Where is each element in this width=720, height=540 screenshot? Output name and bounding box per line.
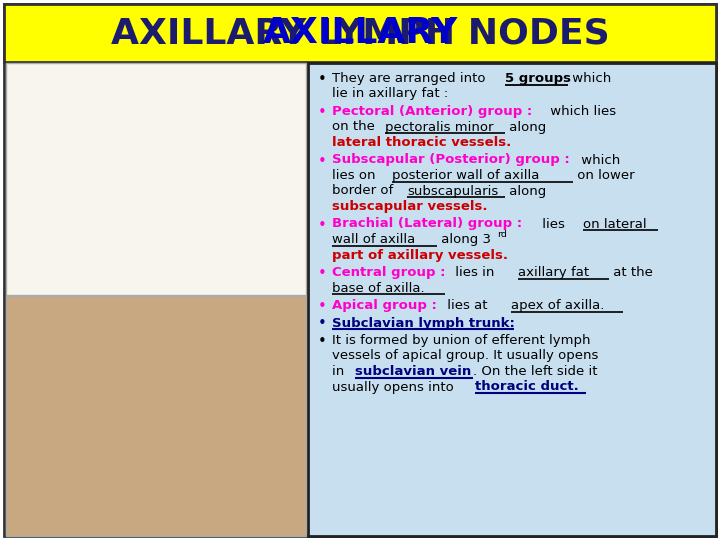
Text: subclavian vein: subclavian vein xyxy=(354,365,471,378)
Text: pectoralis minor: pectoralis minor xyxy=(384,120,493,133)
Text: 5 groups: 5 groups xyxy=(505,72,571,85)
Text: base of axilla.: base of axilla. xyxy=(332,281,425,294)
Text: Brachial (Lateral) group :: Brachial (Lateral) group : xyxy=(332,218,522,231)
Text: posterior wall of axilla: posterior wall of axilla xyxy=(392,169,539,182)
Text: lies in: lies in xyxy=(451,266,498,279)
Text: They are arranged into: They are arranged into xyxy=(332,72,490,85)
Text: along: along xyxy=(505,185,546,198)
Text: rd: rd xyxy=(498,230,508,239)
Text: Pectoral (Anterior) group :: Pectoral (Anterior) group : xyxy=(332,105,532,118)
Text: lateral thoracic vessels.: lateral thoracic vessels. xyxy=(332,136,511,149)
Text: lies on: lies on xyxy=(332,169,379,182)
Text: AXILLARY: AXILLARY xyxy=(262,16,458,50)
Text: •: • xyxy=(318,105,327,120)
Text: which: which xyxy=(568,72,611,85)
Text: lies at: lies at xyxy=(443,299,492,312)
Text: on the: on the xyxy=(332,120,379,133)
Text: in: in xyxy=(332,365,348,378)
Text: •: • xyxy=(318,299,327,314)
Text: Subclavian lymph trunk:: Subclavian lymph trunk: xyxy=(332,316,515,329)
Text: wall of axilla: wall of axilla xyxy=(332,233,415,246)
Text: subscapularis: subscapularis xyxy=(408,185,498,198)
Text: part of axillary vessels.: part of axillary vessels. xyxy=(332,248,508,261)
Text: •: • xyxy=(318,334,327,349)
Text: •: • xyxy=(318,266,327,281)
Text: •: • xyxy=(318,153,327,168)
Text: lies: lies xyxy=(538,218,569,231)
Text: . On the left side it: . On the left side it xyxy=(473,365,598,378)
Text: along 3: along 3 xyxy=(437,233,491,246)
Text: Subscapular (Posterior) group :: Subscapular (Posterior) group : xyxy=(332,153,570,166)
Text: AXILLARY LYMPH NODES: AXILLARY LYMPH NODES xyxy=(111,16,609,50)
Text: •: • xyxy=(318,218,327,233)
Text: axillary fat: axillary fat xyxy=(518,266,590,279)
FancyBboxPatch shape xyxy=(6,63,306,295)
FancyBboxPatch shape xyxy=(4,4,716,536)
Text: which: which xyxy=(577,153,621,166)
Text: Central group :: Central group : xyxy=(332,266,446,279)
Text: on lateral: on lateral xyxy=(583,218,647,231)
Text: •: • xyxy=(318,316,327,332)
Text: lie in axillary fat :: lie in axillary fat : xyxy=(332,87,449,100)
Text: along: along xyxy=(505,120,546,133)
Text: on lower: on lower xyxy=(572,169,634,182)
FancyBboxPatch shape xyxy=(6,296,306,536)
FancyBboxPatch shape xyxy=(308,63,716,536)
Text: apex of axilla.: apex of axilla. xyxy=(510,299,604,312)
Text: vessels of apical group. It usually opens: vessels of apical group. It usually open… xyxy=(332,349,598,362)
FancyBboxPatch shape xyxy=(4,4,716,62)
Text: subscapular vessels.: subscapular vessels. xyxy=(332,200,487,213)
Text: at the: at the xyxy=(608,266,652,279)
Text: It is formed by union of efferent lymph: It is formed by union of efferent lymph xyxy=(332,334,590,347)
Text: which lies: which lies xyxy=(546,105,616,118)
Text: Apical group :: Apical group : xyxy=(332,299,437,312)
Text: thoracic duct.: thoracic duct. xyxy=(475,381,579,394)
Text: border of: border of xyxy=(332,185,397,198)
Text: usually opens into: usually opens into xyxy=(332,381,458,394)
Text: •: • xyxy=(318,72,327,87)
